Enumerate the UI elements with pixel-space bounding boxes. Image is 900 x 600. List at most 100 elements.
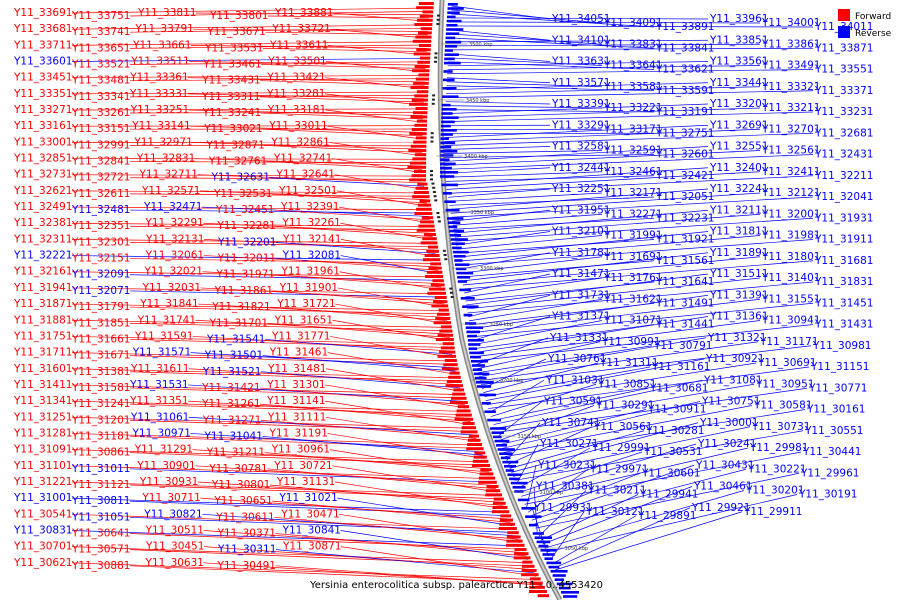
forward-feature — [485, 489, 501, 493]
gene-label-right: Y11_31331 — [549, 332, 608, 344]
connector-line — [519, 451, 643, 493]
feature-marker — [442, 249, 446, 252]
connector-line — [326, 61, 426, 73]
forward-feature — [415, 107, 428, 110]
gene-label-right: Y11_33581 — [603, 81, 662, 93]
gene-label-right: Y11_33441 — [709, 77, 768, 89]
forward-feature — [413, 140, 427, 144]
gene-label-right: Y11_30381 — [535, 481, 594, 493]
reverse-feature — [554, 578, 565, 581]
connector-line — [468, 298, 603, 322]
connector-line — [489, 379, 545, 413]
legend-forward-swatch — [838, 9, 850, 21]
gene-label-right: Y11_32411 — [761, 166, 820, 178]
reverse-feature — [447, 221, 461, 224]
gene-label-right: Y11_31161 — [651, 361, 710, 373]
connector-line — [450, 192, 761, 214]
gene-label-left: Y11_31041 — [203, 430, 262, 442]
gene-label-right: Y11_31471 — [551, 268, 610, 280]
gene-label-right: Y11_30231 — [537, 459, 596, 471]
connector-line — [444, 150, 761, 166]
forward-feature — [444, 359, 457, 362]
connector-line — [544, 490, 745, 549]
reverse-feature — [440, 162, 456, 166]
gene-label-left: Y11_30651 — [213, 495, 272, 507]
connector-line — [326, 368, 462, 392]
reverse-feature — [446, 24, 458, 27]
gene-label-right: Y11_32601 — [655, 149, 714, 161]
connector-line — [445, 111, 814, 122]
reverse-feature — [441, 103, 451, 107]
connector-line — [514, 430, 804, 481]
reverse-feature — [440, 133, 453, 136]
forward-feature — [460, 430, 478, 434]
forward-feature — [493, 501, 506, 505]
gene-label-left: Y11_30861 — [71, 447, 130, 459]
connector-line — [456, 235, 603, 250]
gene-label-right: Y11_32231 — [655, 212, 714, 224]
connector-line — [460, 256, 603, 274]
connector-line — [129, 516, 516, 533]
gene-label-right: Y11_30951 — [755, 378, 814, 390]
connector-line — [71, 562, 538, 580]
reverse-feature — [472, 368, 483, 371]
connector-line — [328, 44, 427, 56]
reverse-feature — [494, 439, 510, 443]
reverse-feature — [443, 61, 461, 65]
forward-feature — [411, 98, 428, 102]
forward-feature — [436, 312, 450, 316]
connector-line — [203, 255, 438, 268]
connector-line — [446, 82, 709, 91]
forward-feature — [412, 157, 427, 161]
gene-label-left: Y11_31901 — [279, 282, 338, 294]
reverse-feature — [455, 267, 467, 271]
reverse-feature — [558, 586, 571, 590]
connector-line — [471, 316, 551, 342]
gene-label-right: Y11_33321 — [761, 81, 820, 93]
reverse-feature — [442, 95, 459, 98]
reverse-feature — [468, 347, 478, 350]
gene-label-right: Y11_33201 — [709, 98, 768, 110]
reverse-feature — [528, 523, 538, 527]
gene-label-right: Y11_29941 — [639, 489, 698, 501]
reverse-feature — [550, 570, 568, 573]
connector-line — [470, 298, 761, 334]
connector-line — [448, 43, 761, 47]
gene-label-left: Y11_32761 — [208, 156, 267, 168]
connector-line — [325, 384, 467, 409]
gene-label-left: Y11_33001 — [13, 136, 72, 148]
gene-label-right: Y11_30791 — [653, 340, 712, 352]
connector-line — [188, 77, 425, 83]
gene-label-right: Y11_32271 — [603, 208, 662, 220]
gene-label-right: Y11_30161 — [806, 404, 865, 416]
connector-line — [444, 146, 709, 162]
connector-line — [446, 86, 761, 95]
gene-label-left: Y11_33751 — [71, 10, 130, 22]
connector-line — [445, 105, 603, 109]
gene-label-right: Y11_30581 — [753, 400, 812, 412]
reverse-feature — [465, 326, 484, 329]
forward-feature — [416, 48, 431, 52]
gene-label-right: Y11_32431 — [814, 149, 873, 161]
connector-line — [338, 206, 431, 224]
connector-line — [456, 231, 551, 246]
connector-line — [448, 192, 603, 202]
connector-line — [190, 125, 423, 133]
forward-feature — [417, 60, 430, 64]
gene-label-left: Y11_31421 — [201, 382, 260, 394]
forward-feature — [506, 539, 523, 543]
gene-label-left: Y11_31651 — [274, 314, 333, 326]
forward-feature — [505, 543, 525, 547]
reverse-feature — [442, 78, 455, 82]
reverse-feature — [462, 305, 479, 308]
forward-feature — [414, 153, 427, 157]
connector-line — [71, 91, 425, 95]
gene-label-left: Y11_32151 — [71, 253, 130, 265]
connector-line — [445, 167, 709, 186]
forward-feature — [486, 485, 499, 488]
connector-line — [71, 190, 426, 194]
forward-feature — [521, 569, 537, 572]
connector-line — [271, 193, 427, 204]
forward-feature — [442, 342, 455, 346]
